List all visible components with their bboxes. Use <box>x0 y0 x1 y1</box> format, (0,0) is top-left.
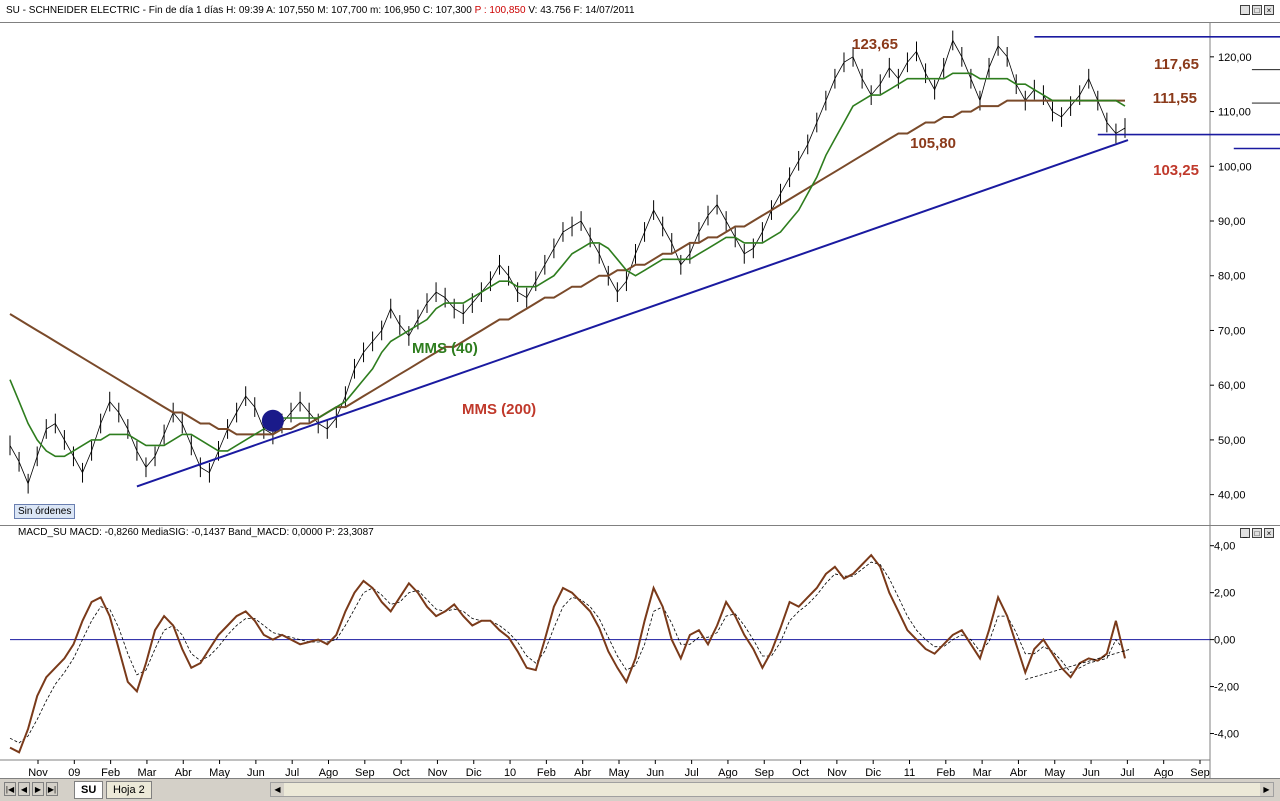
price-tick-label: 60,00 <box>1218 380 1246 392</box>
horizontal-scrollbar[interactable]: ◀ ▶ <box>270 782 1274 797</box>
month-label: Nov <box>28 767 48 779</box>
trend-line <box>136 139 1129 488</box>
label-mms40: MMS (40) <box>412 340 478 357</box>
price-tick-label: 80,00 <box>1218 271 1246 283</box>
macd-tick-label: 2,00 <box>1214 588 1235 600</box>
month-label: Oct <box>792 767 809 779</box>
price-p-value: P : 100,850 <box>474 5 526 16</box>
price-tick-label: 90,00 <box>1218 216 1246 228</box>
maximize-icon[interactable]: □ <box>1252 528 1262 538</box>
label-103-25: 103,25 <box>1153 162 1199 179</box>
sheet-tab-bar: |◀ ◀ ▶ ▶| SU Hoja 2 ◀ ▶ <box>0 778 1280 801</box>
scroll-right-icon[interactable]: ▶ <box>1260 783 1273 796</box>
minimize-icon[interactable]: _ <box>1240 528 1250 538</box>
label-117-65: 117,65 <box>1154 56 1199 73</box>
window-controls: _ □ × <box>1240 5 1274 15</box>
month-label: Sep <box>1190 767 1210 779</box>
month-label: Sep <box>355 767 375 779</box>
month-label: Sep <box>754 767 774 779</box>
month-label: Jul <box>285 767 299 779</box>
macd-header: MACD_SU MACD: -0,8260 MediaSIG: -0,1437 … <box>0 526 1280 540</box>
crossover-marker <box>261 409 284 432</box>
month-label: Nov <box>827 767 847 779</box>
price-line <box>9 39 1126 485</box>
price-tick-label: 50,00 <box>1218 435 1246 447</box>
macd-tick-label: 0,00 <box>1214 635 1235 647</box>
month-label: Jun <box>646 767 664 779</box>
label-105-80: 105,80 <box>910 135 956 152</box>
pane-divider[interactable] <box>0 525 1280 526</box>
month-label: Jun <box>247 767 265 779</box>
month-label: Ago <box>1154 767 1174 779</box>
macd-divergence-line <box>1025 648 1132 680</box>
month-label: Oct <box>393 767 410 779</box>
macd-tick-label: -4,00 <box>1214 729 1239 741</box>
window-titlebar: SU - SCHNEIDER ELECTRIC - Fin de día 1 d… <box>0 0 1280 23</box>
window-title: SU - SCHNEIDER ELECTRIC - Fin de día 1 d… <box>6 5 635 16</box>
maximize-icon[interactable]: □ <box>1252 5 1262 15</box>
month-label: Jun <box>1082 767 1100 779</box>
month-label: Feb <box>936 767 955 779</box>
macd-window-controls: _ □ × <box>1240 528 1274 538</box>
close-icon[interactable]: × <box>1264 5 1274 15</box>
sin-ordenes-label[interactable]: Sin órdenes <box>14 504 76 519</box>
price-tick-label: 40,00 <box>1218 490 1246 502</box>
prev-icon[interactable]: ◀ <box>18 782 30 796</box>
label-123-65: 123,65 <box>852 36 898 53</box>
price-tick-label: 120,00 <box>1218 52 1252 64</box>
month-label: Jul <box>685 767 699 779</box>
label-111-55: 111,55 <box>1153 90 1197 107</box>
macd-header-text: MACD_SU MACD: -0,8260 MediaSIG: -0,1437 … <box>18 527 374 538</box>
macd-line <box>9 553 1126 754</box>
month-label: Feb <box>101 767 120 779</box>
month-label: 11 <box>904 767 915 779</box>
price-tick-label: 70,00 <box>1218 325 1246 337</box>
month-label: Mar <box>973 767 992 779</box>
next-icon[interactable]: ▶ <box>32 782 44 796</box>
month-label: Ago <box>319 767 339 779</box>
month-label: Dic <box>865 767 881 779</box>
last-icon[interactable]: ▶| <box>46 782 58 796</box>
price-tick-label: 100,00 <box>1218 161 1252 173</box>
month-label: Mar <box>137 767 156 779</box>
month-label: Abr <box>175 767 192 779</box>
month-label: May <box>209 767 230 779</box>
tab-su[interactable]: SU <box>74 781 104 799</box>
month-label: Abr <box>1010 767 1027 779</box>
macd-signal-line <box>9 561 1126 744</box>
macd-tick-label: -2,00 <box>1214 682 1239 694</box>
first-icon[interactable]: |◀ <box>4 782 16 796</box>
price-tick-label: 110,00 <box>1218 107 1251 119</box>
month-label: Feb <box>537 767 556 779</box>
macd-tick-label: 4,00 <box>1214 541 1235 553</box>
month-label: Dic <box>466 767 482 779</box>
close-icon[interactable]: × <box>1264 528 1274 538</box>
scroll-left-icon[interactable]: ◀ <box>271 783 284 796</box>
month-label: Ago <box>718 767 738 779</box>
month-label: Abr <box>574 767 591 779</box>
mms200-line <box>9 99 1125 436</box>
mms40-line <box>9 72 1126 458</box>
month-label: May <box>609 767 630 779</box>
month-label: 10 <box>504 767 516 779</box>
minimize-icon[interactable]: _ <box>1240 5 1250 15</box>
label-mms200: MMS (200) <box>462 401 536 418</box>
month-label: Jul <box>1120 767 1134 779</box>
month-label: 09 <box>68 767 80 779</box>
month-label: May <box>1044 767 1065 779</box>
month-label: Nov <box>428 767 448 779</box>
tab-hoja-2[interactable]: Hoja 2 <box>106 781 152 799</box>
